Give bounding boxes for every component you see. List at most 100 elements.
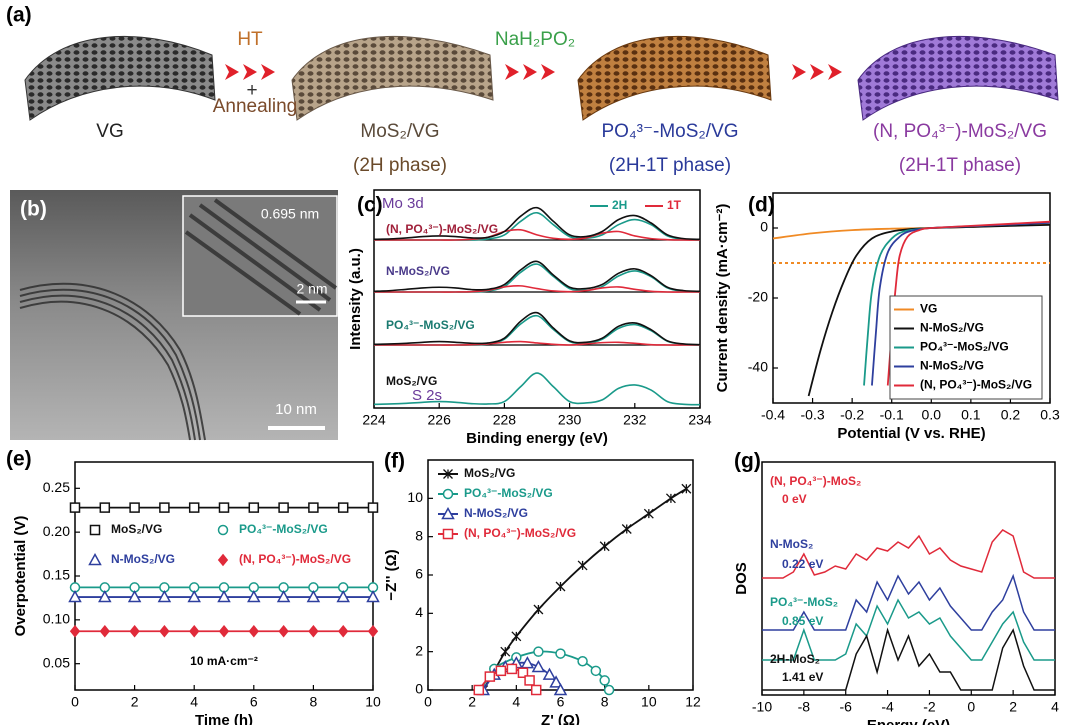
- marker: [501, 647, 510, 656]
- marker: [507, 664, 516, 673]
- marker: [279, 503, 288, 512]
- x-tick-label: 2: [1009, 699, 1017, 715]
- vg-sheet: [25, 36, 215, 120]
- panel-label: (d): [748, 194, 775, 217]
- x-tick-label: -4: [881, 699, 894, 715]
- marker: [369, 503, 378, 512]
- x-tick-label: -8: [798, 699, 811, 715]
- x-tick-label: 230: [558, 412, 582, 428]
- marker: [130, 626, 139, 637]
- y-axis-title: DOS: [733, 562, 750, 595]
- figure: (a) HT + Annealing NaH₂PO₂ VG MoS₂/VG PO…: [0, 0, 1068, 725]
- legend-label: N-MoS₂/VG: [464, 506, 528, 520]
- x-tick-label: -0.1: [880, 407, 904, 423]
- legend-marker: [90, 555, 101, 565]
- legend-label: PO₄³⁻-MoS₂/VG: [464, 486, 553, 500]
- y-axis-title: Intensity (a.u.): [347, 248, 364, 350]
- legend-label: MoS₂/VG: [111, 522, 162, 536]
- legend-label: N-MoS₂/VG: [920, 359, 984, 373]
- legend-label: (N, PO₄³⁻)-MoS₂/VG: [920, 378, 1032, 392]
- x-tick-label: 4: [190, 694, 198, 710]
- marker: [190, 503, 199, 512]
- marker: [339, 503, 348, 512]
- x-tick-label: 6: [557, 694, 565, 710]
- gap-label: 0 eV: [782, 492, 807, 506]
- marker: [220, 626, 229, 637]
- marker: [578, 561, 587, 570]
- step-label: Annealing: [213, 96, 298, 117]
- legend-label: N-MoS₂/VG: [920, 321, 984, 335]
- row-label: PO₄³⁻-MoS₂: [770, 595, 838, 609]
- marker: [249, 503, 258, 512]
- marker: [220, 503, 229, 512]
- y-tick-label: 0: [415, 681, 423, 697]
- panel-label: (c): [357, 194, 383, 217]
- material-label: MoS₂/VG: [360, 121, 439, 142]
- x-tick-label: 0: [71, 694, 79, 710]
- annotation: S 2s: [412, 387, 442, 404]
- marker: [485, 672, 494, 681]
- row-label: N-MoS₂/VG: [386, 264, 450, 278]
- x-tick-label: 234: [688, 412, 712, 428]
- row-label: PO₄³⁻-MoS₂/VG: [386, 318, 475, 332]
- y-tick-label: 8: [415, 527, 423, 543]
- x-tick-label: 0: [424, 694, 432, 710]
- row-label: 2H-MoS₂: [770, 652, 820, 666]
- panel-label: (a): [6, 4, 32, 27]
- x-tick-label: 226: [428, 412, 452, 428]
- marker: [525, 676, 534, 685]
- x-tick-label: 0.3: [1040, 407, 1060, 423]
- marker: [279, 626, 288, 637]
- material-label: (N, PO₄³⁻)-MoS₂/VG: [873, 121, 1047, 142]
- mos2-sheet: [292, 36, 493, 120]
- marker: [600, 542, 609, 551]
- marker: [644, 509, 653, 518]
- component-curve: [374, 286, 700, 292]
- material-label: PO₄³⁻-MoS₂/VG: [601, 121, 738, 142]
- x-tick-label: 0: [967, 699, 975, 715]
- legend-label: PO₄³⁻-MoS₂/VG: [239, 522, 328, 536]
- marker: [534, 605, 543, 614]
- legend-label: 1T: [667, 198, 682, 212]
- x-tick-label: 0.1: [961, 407, 981, 423]
- marker: [309, 626, 318, 637]
- marker: [556, 649, 565, 658]
- x-axis-title: Time (h): [195, 712, 253, 725]
- lattice-label: 0.695 nm: [261, 206, 319, 222]
- x-tick-label: 224: [362, 412, 386, 428]
- x-tick-label: 232: [623, 412, 647, 428]
- x-axis-title: Binding energy (eV): [466, 430, 608, 447]
- page: (a) HT + Annealing NaH₂PO₂ VG MoS₂/VG PO…: [0, 0, 1068, 725]
- x-tick-label: -0.3: [801, 407, 825, 423]
- x-tick-label: 12: [685, 694, 701, 710]
- row-label: (N, PO₄³⁻)-MoS₂/VG: [386, 222, 498, 236]
- y-tick-label: 0.25: [43, 479, 70, 495]
- x-axis-title: Potential (V vs. RHE): [837, 425, 985, 442]
- y-tick-label: 10: [407, 489, 423, 505]
- x-tick-label: 8: [601, 694, 609, 710]
- marker: [622, 525, 631, 534]
- legend-marker: [219, 526, 228, 535]
- legend-label: (N, PO₄³⁻)-MoS₂/VG: [464, 526, 576, 540]
- legend-label: PO₄³⁻-MoS₂/VG: [920, 340, 1009, 354]
- y-tick-label: 0.15: [43, 567, 70, 583]
- spectrum-title: Mo 3d: [382, 195, 424, 212]
- marker: [496, 666, 505, 675]
- marker: [249, 626, 258, 637]
- marker: [100, 503, 109, 512]
- y-tick-label: -40: [748, 359, 768, 375]
- scheme-panel: (a) HT + Annealing NaH₂PO₂ VG MoS₂/VG PO…: [6, 4, 1058, 176]
- marker: [160, 503, 169, 512]
- panel-label: (e): [6, 448, 32, 471]
- y-tick-label: 0.20: [43, 523, 70, 539]
- marker: [605, 686, 614, 695]
- marker: [130, 503, 139, 512]
- x-tick-label: 0.0: [922, 407, 942, 423]
- marker: [474, 686, 483, 695]
- gap-label: 0.85 eV: [782, 614, 823, 628]
- x-tick-label: -0.4: [761, 407, 785, 423]
- annotation: 10 mA·cm⁻²: [190, 654, 258, 668]
- marker: [369, 626, 378, 637]
- legend-marker: [444, 530, 453, 539]
- marker: [532, 686, 541, 695]
